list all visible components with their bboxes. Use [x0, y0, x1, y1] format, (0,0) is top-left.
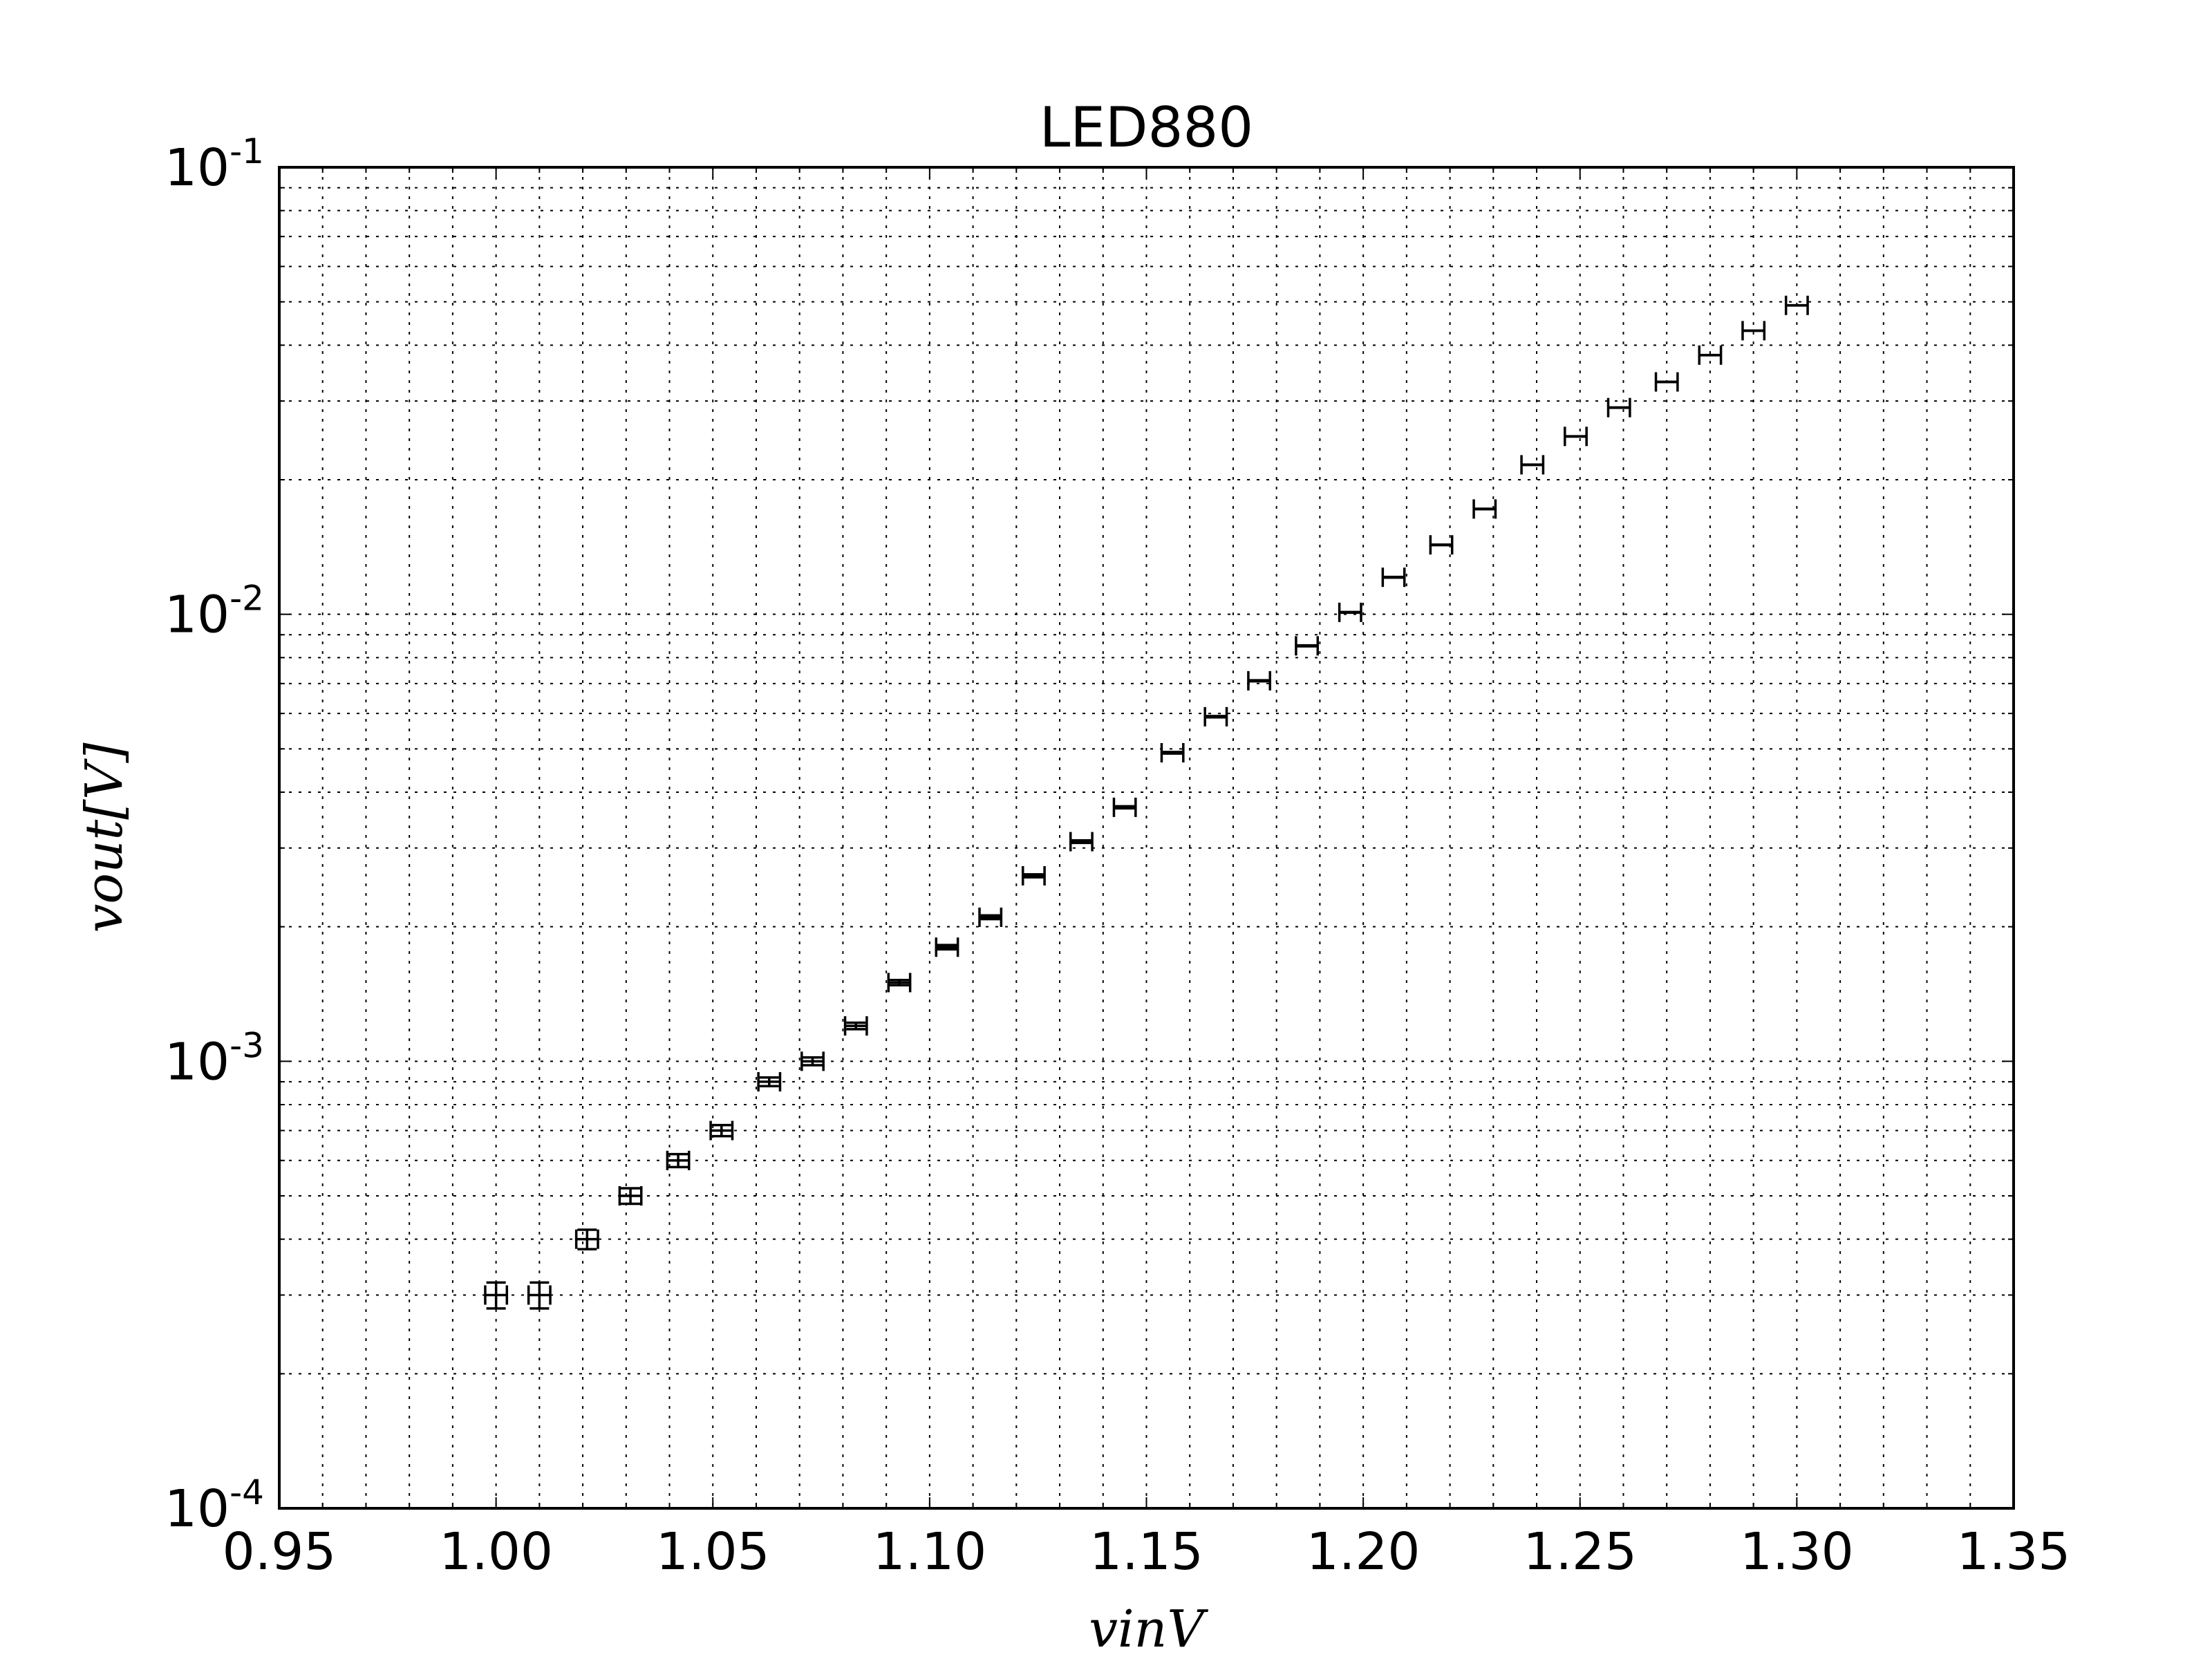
data-point — [1606, 397, 1631, 418]
data-point — [1203, 706, 1228, 727]
y-tick-label: 10-3 — [165, 1025, 264, 1091]
data-point — [1112, 797, 1137, 817]
data-point — [1654, 372, 1679, 392]
data-point — [1295, 636, 1320, 656]
data-point — [527, 1281, 552, 1310]
x-tick-label: 1.25 — [1523, 1522, 1637, 1582]
y-tick-base: 10 — [165, 1032, 229, 1091]
y-tick-base: 10 — [165, 1479, 229, 1539]
y-tick-base: 10 — [165, 585, 229, 645]
y-tick-exponent: -1 — [229, 131, 264, 171]
x-tick-label: 1.35 — [1957, 1522, 2071, 1582]
y-tick-exponent: -2 — [229, 579, 264, 619]
y-tick-label: 10-2 — [165, 579, 264, 645]
data-point — [574, 1228, 599, 1250]
data-point — [843, 1016, 868, 1036]
data-point — [1381, 568, 1406, 588]
data-point — [1472, 499, 1497, 519]
y-tick-base: 10 — [165, 138, 229, 198]
x-axis-label: vinV — [1089, 1600, 1208, 1659]
x-tick-label: 1.00 — [439, 1522, 553, 1582]
x-tick-labels: 0.95 1.00 1.05 1.10 1.15 1.20 1.25 1.30 1.35 — [223, 1522, 2071, 1582]
data-point — [887, 973, 912, 993]
data-point — [757, 1071, 782, 1091]
data-point — [1564, 427, 1588, 447]
data-point — [709, 1121, 734, 1141]
data-point — [1698, 345, 1723, 365]
chart-title: LED880 — [1040, 95, 1253, 160]
data-point — [666, 1150, 691, 1170]
y-tick-exponent: -4 — [229, 1472, 264, 1512]
y-tick-exponent: -3 — [229, 1025, 264, 1065]
y-tick-label: 10-1 — [165, 131, 264, 198]
tick-marks — [279, 167, 2014, 1509]
data-point — [1741, 321, 1766, 341]
x-tick-label: 1.05 — [656, 1522, 770, 1582]
data-point — [978, 907, 1003, 927]
grid — [279, 167, 2014, 1508]
y-tick-label: 10-4 — [165, 1472, 264, 1539]
data-point — [1247, 671, 1272, 691]
x-tick-label: 1.20 — [1306, 1522, 1421, 1582]
x-tick-label: 0.95 — [223, 1522, 337, 1582]
x-tick-label: 1.15 — [1089, 1522, 1203, 1582]
x-tick-label: 1.10 — [872, 1522, 986, 1582]
y-tick-labels: 10-410-310-210-1 — [165, 131, 264, 1539]
data-point — [1069, 832, 1094, 852]
data-point — [1520, 455, 1545, 475]
data-point — [1784, 295, 1809, 315]
y-axis-label: vout[V] — [75, 742, 134, 932]
data-points — [484, 295, 1809, 1310]
data-point — [1021, 865, 1046, 885]
data-point — [618, 1185, 643, 1206]
data-point — [1338, 602, 1362, 622]
data-point — [1429, 535, 1454, 555]
x-tick-label: 1.30 — [1740, 1522, 1854, 1582]
data-point — [484, 1281, 509, 1310]
data-point — [935, 937, 959, 957]
data-point — [1160, 743, 1185, 763]
data-point — [800, 1051, 825, 1071]
